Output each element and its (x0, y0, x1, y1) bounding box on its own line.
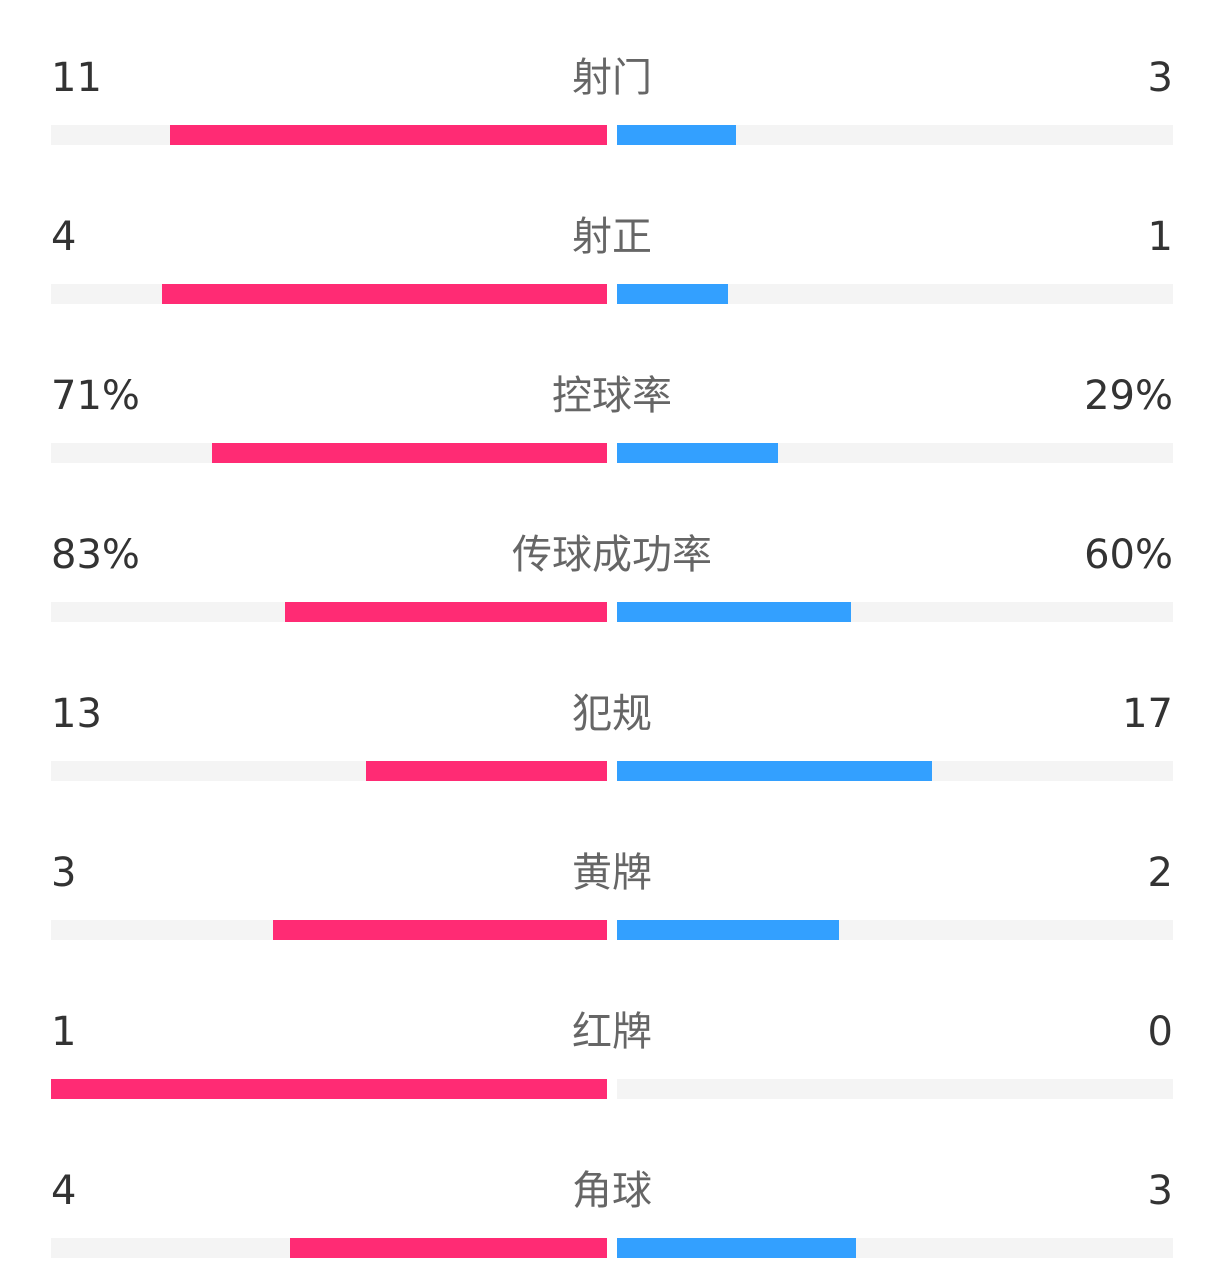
stat-name: 射正 (572, 214, 652, 260)
away-bar-track (617, 761, 1173, 781)
stat-name: 传球成功率 (512, 532, 712, 578)
stat-name: 黄牌 (572, 850, 652, 896)
stat-label-line: 红牌 1 0 (51, 1006, 1173, 1058)
home-bar-track (51, 761, 607, 781)
stat-label-line: 犯规 13 17 (51, 688, 1173, 740)
away-value: 1 (1147, 214, 1173, 260)
away-value: 0 (1147, 1009, 1173, 1055)
home-bar (273, 920, 607, 940)
home-bar-track (51, 284, 607, 304)
away-value: 3 (1147, 1168, 1173, 1214)
away-bar (617, 284, 728, 304)
home-bar (212, 443, 607, 463)
away-bar-track (617, 920, 1173, 940)
home-value: 71% (51, 373, 140, 419)
away-bar (617, 602, 851, 622)
home-bar (170, 125, 607, 145)
home-value: 4 (51, 214, 77, 260)
home-value: 13 (51, 691, 102, 737)
home-bar-track (51, 1079, 607, 1099)
home-bar (51, 1079, 607, 1099)
away-bar-track (617, 1238, 1173, 1258)
home-value: 4 (51, 1168, 77, 1214)
away-bar (617, 443, 778, 463)
stat-row-red-cards: 红牌 1 0 (0, 954, 1220, 1114)
home-bar (366, 761, 607, 781)
stat-row-corners: 角球 4 3 (0, 1113, 1220, 1273)
stat-label-line: 射正 4 1 (51, 211, 1173, 263)
home-bar (285, 602, 607, 622)
away-bar (617, 1238, 856, 1258)
stat-row-possession: 控球率 71% 29% (0, 318, 1220, 478)
home-bar-track (51, 1238, 607, 1258)
home-bar-track (51, 125, 607, 145)
stat-name: 犯规 (572, 691, 652, 737)
away-bar (617, 761, 932, 781)
stat-name: 射门 (572, 55, 652, 101)
home-value: 1 (51, 1009, 77, 1055)
away-bar-track (617, 602, 1173, 622)
stat-name: 红牌 (572, 1009, 652, 1055)
away-value: 2 (1147, 850, 1173, 896)
stat-label-line: 传球成功率 83% 60% (51, 529, 1173, 581)
home-bar-track (51, 920, 607, 940)
stat-name: 角球 (572, 1168, 652, 1214)
away-value: 60% (1084, 532, 1173, 578)
stat-row-shots: 射门 11 3 (0, 0, 1220, 160)
home-value: 11 (51, 55, 102, 101)
away-bar-track (617, 125, 1173, 145)
away-bar (617, 125, 736, 145)
away-bar (617, 920, 839, 940)
home-bar-track (51, 443, 607, 463)
stat-label-line: 角球 4 3 (51, 1165, 1173, 1217)
away-bar-track (617, 1079, 1173, 1099)
home-bar (290, 1238, 607, 1258)
home-bar (162, 284, 607, 304)
stat-name: 控球率 (552, 373, 672, 419)
away-value: 17 (1122, 691, 1173, 737)
stat-row-fouls: 犯规 13 17 (0, 636, 1220, 796)
stat-label-line: 射门 11 3 (51, 52, 1173, 104)
home-value: 83% (51, 532, 140, 578)
away-bar-track (617, 284, 1173, 304)
stat-row-pass-accuracy: 传球成功率 83% 60% (0, 477, 1220, 637)
home-bar-track (51, 602, 607, 622)
stat-row-shots-on-target: 射正 4 1 (0, 159, 1220, 319)
away-bar-track (617, 443, 1173, 463)
stat-row-yellow-cards: 黄牌 3 2 (0, 795, 1220, 955)
stat-label-line: 控球率 71% 29% (51, 370, 1173, 422)
away-value: 29% (1084, 373, 1173, 419)
home-value: 3 (51, 850, 77, 896)
stat-label-line: 黄牌 3 2 (51, 847, 1173, 899)
away-value: 3 (1147, 55, 1173, 101)
